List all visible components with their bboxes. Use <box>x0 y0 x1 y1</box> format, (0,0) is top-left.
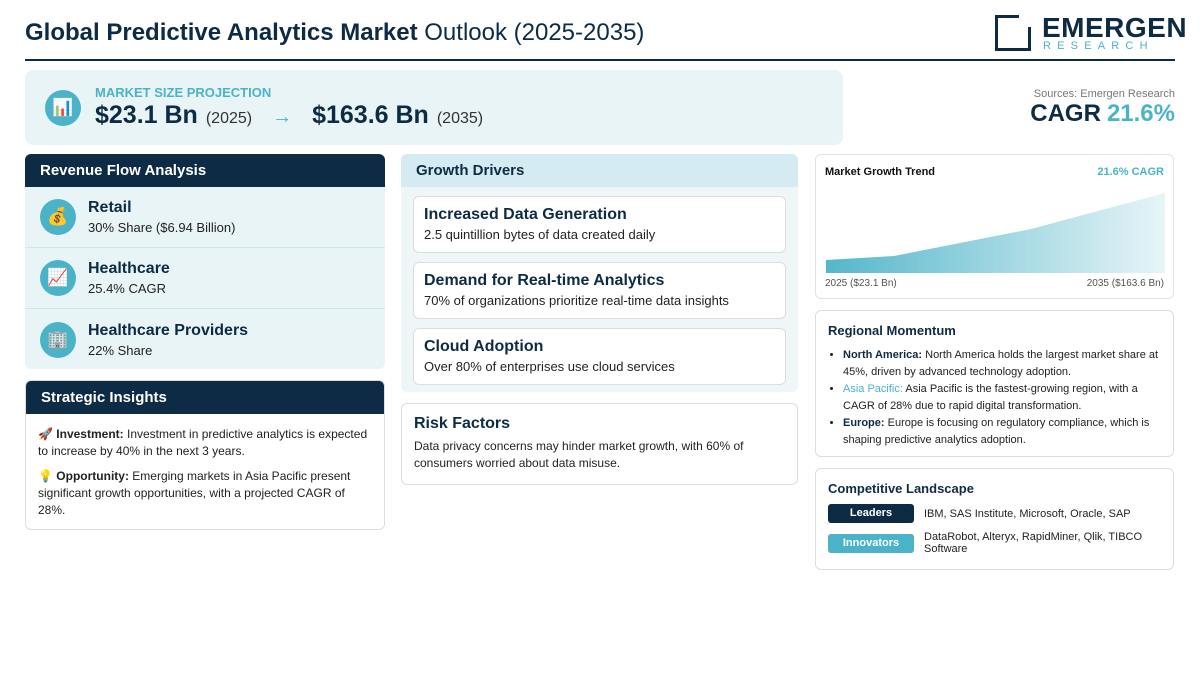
driver-name: Cloud Adoption <box>424 338 544 355</box>
item-detail: 25.4% CAGR <box>88 281 167 296</box>
item-icon: 📈 <box>40 260 76 296</box>
insight-label: Opportunity: <box>56 469 129 483</box>
arrow: → <box>272 106 293 128</box>
insights-body: 🚀 Investment: Investment in predictive a… <box>26 414 384 519</box>
revenue-title: Revenue Flow Analysis <box>25 154 385 187</box>
end-year: (2035) <box>436 110 484 127</box>
cagr-label: CAGR <box>1030 100 1101 127</box>
cagr: CAGR 21.6% <box>1030 100 1175 128</box>
driver-name: Demand for Real-time Analytics <box>424 272 665 289</box>
regional-title: Regional Momentum <box>828 323 956 338</box>
start-value: $23.1 Bn <box>95 101 198 129</box>
insights-card: Strategic Insights 🚀 Investment: Investm… <box>25 380 385 530</box>
logo-main: EMERGEN <box>1042 12 1188 43</box>
driver-detail: 70% of organizations prioritize real-tim… <box>424 293 729 308</box>
item-name: Healthcare Providers <box>88 321 249 339</box>
competitor-list: IBM, SAS Institute, Microsoft, Oracle, S… <box>924 507 1131 520</box>
item-name: Retail <box>88 199 132 216</box>
region-text: North America holds the largest market s… <box>843 349 1159 378</box>
item-name: Healthcare <box>88 260 170 277</box>
regional-list: North America: North America holds the l… <box>828 347 1161 449</box>
item-text: Healthcare 25.4% CAGR <box>88 260 170 296</box>
trend-badge: 21.6% CAGR <box>1097 166 1164 178</box>
logo-sub: RESEARCH <box>1043 40 1154 52</box>
insight: 🚀 Investment: Investment in predictive a… <box>38 426 372 460</box>
competitor-list: DataRobot, Alteryx, RapidMiner, Qlik, TI… <box>924 531 1143 555</box>
competitive-card: Competitive Landscape Leaders IBM, SAS In… <box>815 468 1174 570</box>
item-detail: 22% Share <box>88 342 153 358</box>
page-title: Global Predictive Analytics Market Outlo… <box>25 19 644 47</box>
logo-mark <box>995 15 1031 51</box>
title-bold: Global Predictive Analytics Market <box>25 19 418 46</box>
trend-start: 2025 ($23.1 Bn) <box>825 278 897 289</box>
region-text: Asia Pacific is the fastest-growing regi… <box>843 383 1138 412</box>
item-icon: 💰 <box>40 199 76 235</box>
risk-card: Risk Factors Data privacy concerns may h… <box>401 403 798 485</box>
source: Sources: Emergen Research <box>1033 88 1175 100</box>
insights-title: Strategic Insights <box>26 381 384 414</box>
trend-end: 2035 ($163.6 Bn) <box>1086 278 1164 289</box>
revenue-item: 🏢 Healthcare Providers 22% Share <box>25 309 385 369</box>
driver: Demand for Real-time Analytics 70% of org… <box>413 262 786 319</box>
projection-label: MARKET SIZE PROJECTION <box>95 85 272 100</box>
risk-title: Risk Factors <box>414 415 511 432</box>
trend-title: Market Growth Trend <box>825 166 936 178</box>
header-rule <box>25 59 1175 61</box>
driver-detail: 2.5 quintillion bytes of data created da… <box>424 227 656 242</box>
region: North America: North America holds the l… <box>843 347 1161 381</box>
competitive-title: Competitive Landscape <box>828 481 974 496</box>
item-text: Retail 30% Share ($6.94 Billion) <box>88 199 235 235</box>
trend-area <box>826 193 1165 273</box>
pill: Leaders <box>828 504 914 523</box>
cagr-value: 21.6% <box>1106 100 1175 127</box>
insight: 💡 Opportunity: Emerging markets in Asia … <box>38 468 372 519</box>
insight-text: Emerging markets in Asia Pacific present… <box>38 469 351 517</box>
driver: Increased Data Generation 2.5 quintillion… <box>413 196 786 253</box>
competitor-row: Innovators DataRobot, Alteryx, RapidMiner… <box>828 531 1161 555</box>
trend-card: Market Growth Trend 21.6% CAGR 2025 ($23… <box>815 154 1174 299</box>
item-icon: 🏢 <box>40 321 76 358</box>
projection-values: $23.1 Bn (2025) → $163.6 Bn (2035) <box>95 101 483 130</box>
risk-text: Data privacy concerns may hinder market … <box>414 439 744 470</box>
title-rest: Outlook (2025-2035) <box>424 19 645 46</box>
driver-name: Increased Data Generation <box>424 206 627 223</box>
competitor-row: Leaders IBM, SAS Institute, Microsoft, Or… <box>828 504 1161 523</box>
driver: Cloud Adoption Over 80% of enterprises us… <box>413 328 786 385</box>
drivers-title: Growth Drivers <box>401 154 798 187</box>
regional-card: Regional Momentum North America: North A… <box>815 310 1174 457</box>
pill: Innovators <box>828 533 914 553</box>
area-shape <box>826 193 1165 273</box>
revenue-item: 📈 Healthcare 25.4% CAGR <box>25 248 385 309</box>
driver-detail: Over 80% of enterprises use cloud servic… <box>424 359 675 374</box>
region-name: Europe: <box>843 417 885 429</box>
insight-label: Investment: <box>56 427 124 441</box>
region: Europe: Europe is focusing on regulatory… <box>843 415 1161 449</box>
item-text: Healthcare Providers 22% Share <box>88 322 248 358</box>
insight-icon: 💡 <box>38 469 53 483</box>
insight-icon: 🚀 <box>38 427 53 441</box>
start-year: (2025) <box>205 110 253 127</box>
insight-text: Investment in predictive analytics is ex… <box>38 427 368 458</box>
item-detail: 30% Share ($6.94 Billion) <box>88 220 236 235</box>
projection-icon: 📊 <box>45 90 81 126</box>
revenue-item: 💰 Retail 30% Share ($6.94 Billion) <box>25 187 385 248</box>
region: Asia Pacific: Asia Pacific is the fastes… <box>843 381 1161 415</box>
revenue-card: Revenue Flow Analysis 💰 Retail 30% Share (… <box>25 154 385 369</box>
drivers-card: Growth Drivers Increased Data Generation… <box>401 154 798 392</box>
end-value: $163.6 Bn <box>312 101 429 129</box>
region-text: Europe is focusing on regulatory complia… <box>843 417 1150 446</box>
region-name: North America: <box>843 349 923 361</box>
projection-panel: 📊 MARKET SIZE PROJECTION $23.1 Bn (2025)… <box>25 70 843 145</box>
region-name: Asia Pacific: <box>843 383 903 395</box>
